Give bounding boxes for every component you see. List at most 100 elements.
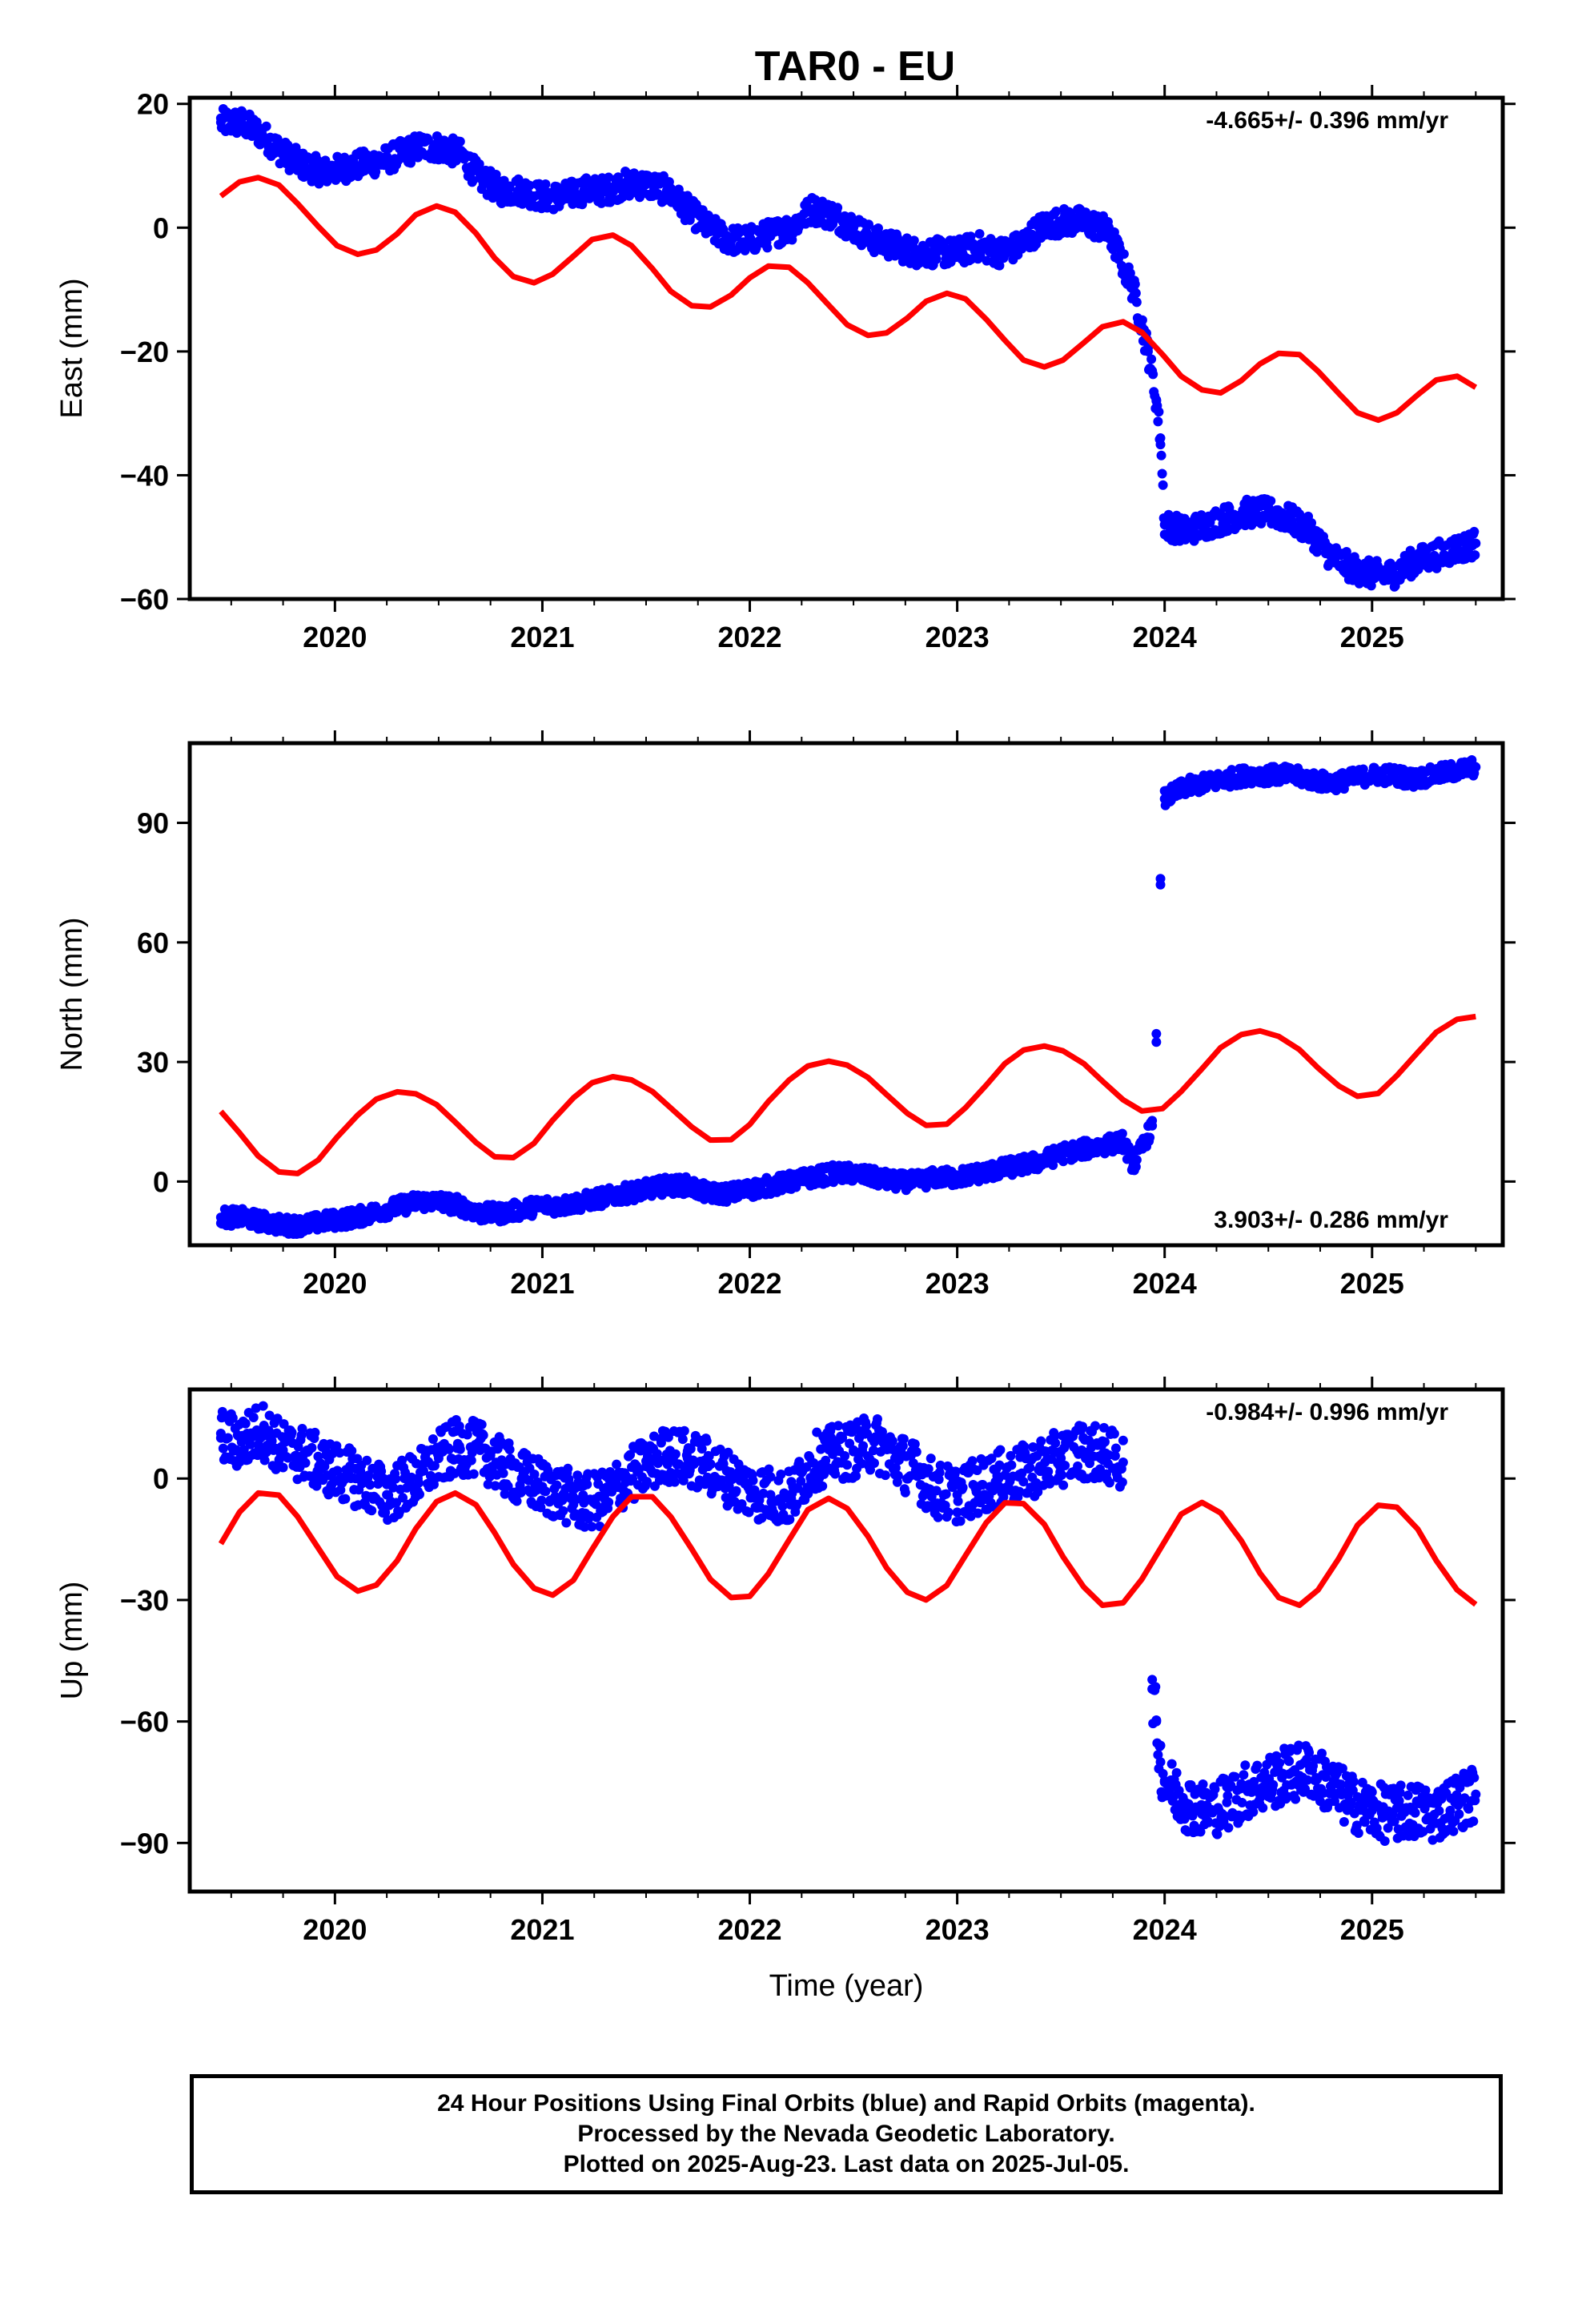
- y-axis-label: East (mm): [55, 278, 89, 418]
- data-point: [516, 185, 527, 195]
- data-point: [1155, 433, 1166, 444]
- data-point: [717, 1475, 727, 1486]
- data-point: [1353, 1827, 1363, 1838]
- data-point: [1335, 1779, 1346, 1790]
- data-point: [765, 1472, 776, 1482]
- data-point: [640, 179, 651, 190]
- data-point: [669, 1477, 680, 1487]
- data-point: [682, 1180, 693, 1191]
- data-point: [1262, 1759, 1272, 1770]
- data-point: [414, 1490, 424, 1500]
- data-point: [731, 1486, 741, 1496]
- rate-label: -0.984+/- 0.996 mm/yr: [1206, 1399, 1448, 1425]
- final-orbits-series: [215, 104, 1481, 592]
- data-point: [529, 1470, 540, 1480]
- data-point: [466, 1455, 476, 1466]
- data-point: [579, 1196, 589, 1207]
- data-point: [1154, 407, 1164, 417]
- data-point: [830, 1469, 841, 1479]
- data-point: [1294, 1740, 1304, 1751]
- data-point: [319, 167, 330, 177]
- data-point: [478, 1430, 488, 1441]
- data-point: [629, 168, 640, 179]
- data-point: [1450, 766, 1460, 776]
- data-point: [1035, 1156, 1046, 1167]
- data-point: [1094, 1473, 1104, 1483]
- model-curve: [219, 175, 1478, 424]
- data-point: [1104, 1478, 1114, 1488]
- data-point: [1014, 241, 1025, 251]
- data-point: [504, 1445, 515, 1455]
- data-point: [1429, 550, 1439, 561]
- data-point: [1367, 770, 1377, 780]
- data-point: [833, 203, 843, 213]
- data-point: [236, 1212, 247, 1223]
- data-point: [724, 235, 734, 245]
- data-point: [898, 1433, 909, 1444]
- data-point: [257, 1216, 267, 1227]
- data-point: [868, 1445, 878, 1456]
- data-point: [444, 1444, 454, 1454]
- data-point: [412, 142, 423, 152]
- data-point: [986, 1454, 997, 1464]
- data-point: [365, 1480, 375, 1490]
- data-point: [620, 179, 631, 190]
- data-point: [524, 180, 535, 191]
- data-point: [703, 223, 713, 233]
- data-point: [1258, 1803, 1268, 1813]
- data-point: [1351, 1820, 1362, 1831]
- data-point: [697, 1444, 707, 1454]
- data-point: [1018, 1477, 1029, 1487]
- data-point: [1006, 1460, 1017, 1470]
- data-point: [1078, 1421, 1088, 1432]
- data-point: [931, 1172, 942, 1183]
- data-point: [1147, 1675, 1158, 1685]
- data-point: [476, 1419, 487, 1429]
- final-orbits-series: [215, 1401, 1481, 1846]
- data-point: [744, 1507, 754, 1518]
- data-point: [995, 1445, 1006, 1455]
- data-point: [382, 155, 392, 165]
- data-point: [724, 1188, 734, 1199]
- y-tick-label: 0: [153, 1165, 169, 1198]
- data-point: [1341, 546, 1351, 557]
- data-point: [933, 1512, 943, 1522]
- data-point: [1090, 1421, 1101, 1431]
- data-point: [703, 1188, 713, 1199]
- data-point: [1025, 1462, 1035, 1473]
- data-point: [1387, 569, 1398, 580]
- data-point: [941, 1489, 951, 1499]
- data-point: [786, 1176, 797, 1187]
- data-point: [433, 142, 444, 152]
- data-point: [1118, 1435, 1128, 1445]
- data-point: [540, 179, 551, 189]
- data-point: [765, 229, 776, 239]
- data-point: [1033, 1487, 1043, 1498]
- data-point: [849, 223, 859, 233]
- data-point: [1367, 1787, 1377, 1797]
- data-point: [264, 1410, 275, 1421]
- data-point: [833, 1421, 844, 1431]
- data-point: [587, 1522, 597, 1532]
- data-point: [536, 1502, 546, 1513]
- data-point: [512, 1496, 522, 1506]
- data-point: [909, 1439, 920, 1449]
- data-point: [1151, 1028, 1162, 1039]
- x-tick-label: 2021: [510, 1267, 574, 1300]
- data-point: [236, 117, 247, 127]
- x-tick-label: 2020: [303, 621, 367, 653]
- data-point: [663, 1432, 673, 1442]
- data-point: [840, 1451, 850, 1462]
- data-point: [1395, 1780, 1406, 1791]
- data-point: [550, 1491, 560, 1502]
- data-point: [1348, 1776, 1359, 1787]
- data-point: [1099, 1437, 1110, 1447]
- data-point: [475, 173, 485, 183]
- data-point: [310, 1427, 320, 1437]
- data-point: [950, 1466, 961, 1477]
- data-point: [467, 1447, 477, 1458]
- data-point: [1077, 216, 1087, 227]
- data-point: [1058, 1480, 1069, 1490]
- data-point: [677, 1434, 688, 1445]
